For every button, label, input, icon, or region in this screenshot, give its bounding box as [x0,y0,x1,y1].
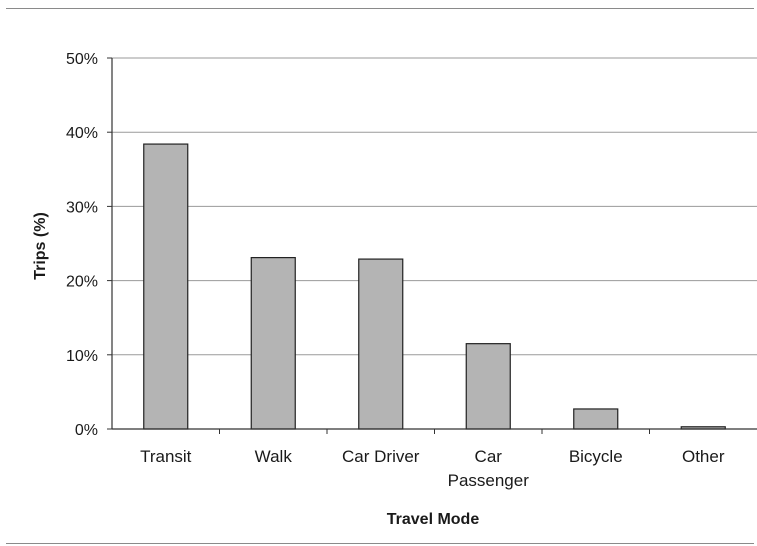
y-tick-label: 50% [66,51,98,68]
x-category-label: Walk [255,447,293,466]
bar-car-passenger [465,343,511,430]
y-axis-title: Trips (%) [32,212,49,280]
x-category-label: Car [475,447,503,466]
x-axis-title: Travel Mode [387,511,480,528]
bar-car-driver [358,258,404,430]
y-tick-label: 30% [66,199,98,216]
bar-walk [250,256,296,430]
y-tick-labels: 0% 10% 20% 30% 40% 50% [66,51,98,439]
x-category-labels: Transit Walk Car Driver Car Passenger Bicycle… [140,447,725,490]
x-category-label: Passenger [448,471,530,490]
axes [111,58,757,430]
bar-transit [143,143,189,430]
gridlines [107,57,757,430]
x-category-label: Other [682,447,725,466]
y-tick-label: 0% [75,422,98,439]
x-category-label: Bicycle [569,447,623,466]
y-tick-label: 10% [66,348,98,365]
bars [143,143,726,434]
x-category-label: Transit [140,447,192,466]
bar-bicycle [573,408,619,430]
x-category-label: Car Driver [342,447,420,466]
y-tick-label: 20% [66,274,98,291]
y-tick-label: 40% [66,125,98,142]
